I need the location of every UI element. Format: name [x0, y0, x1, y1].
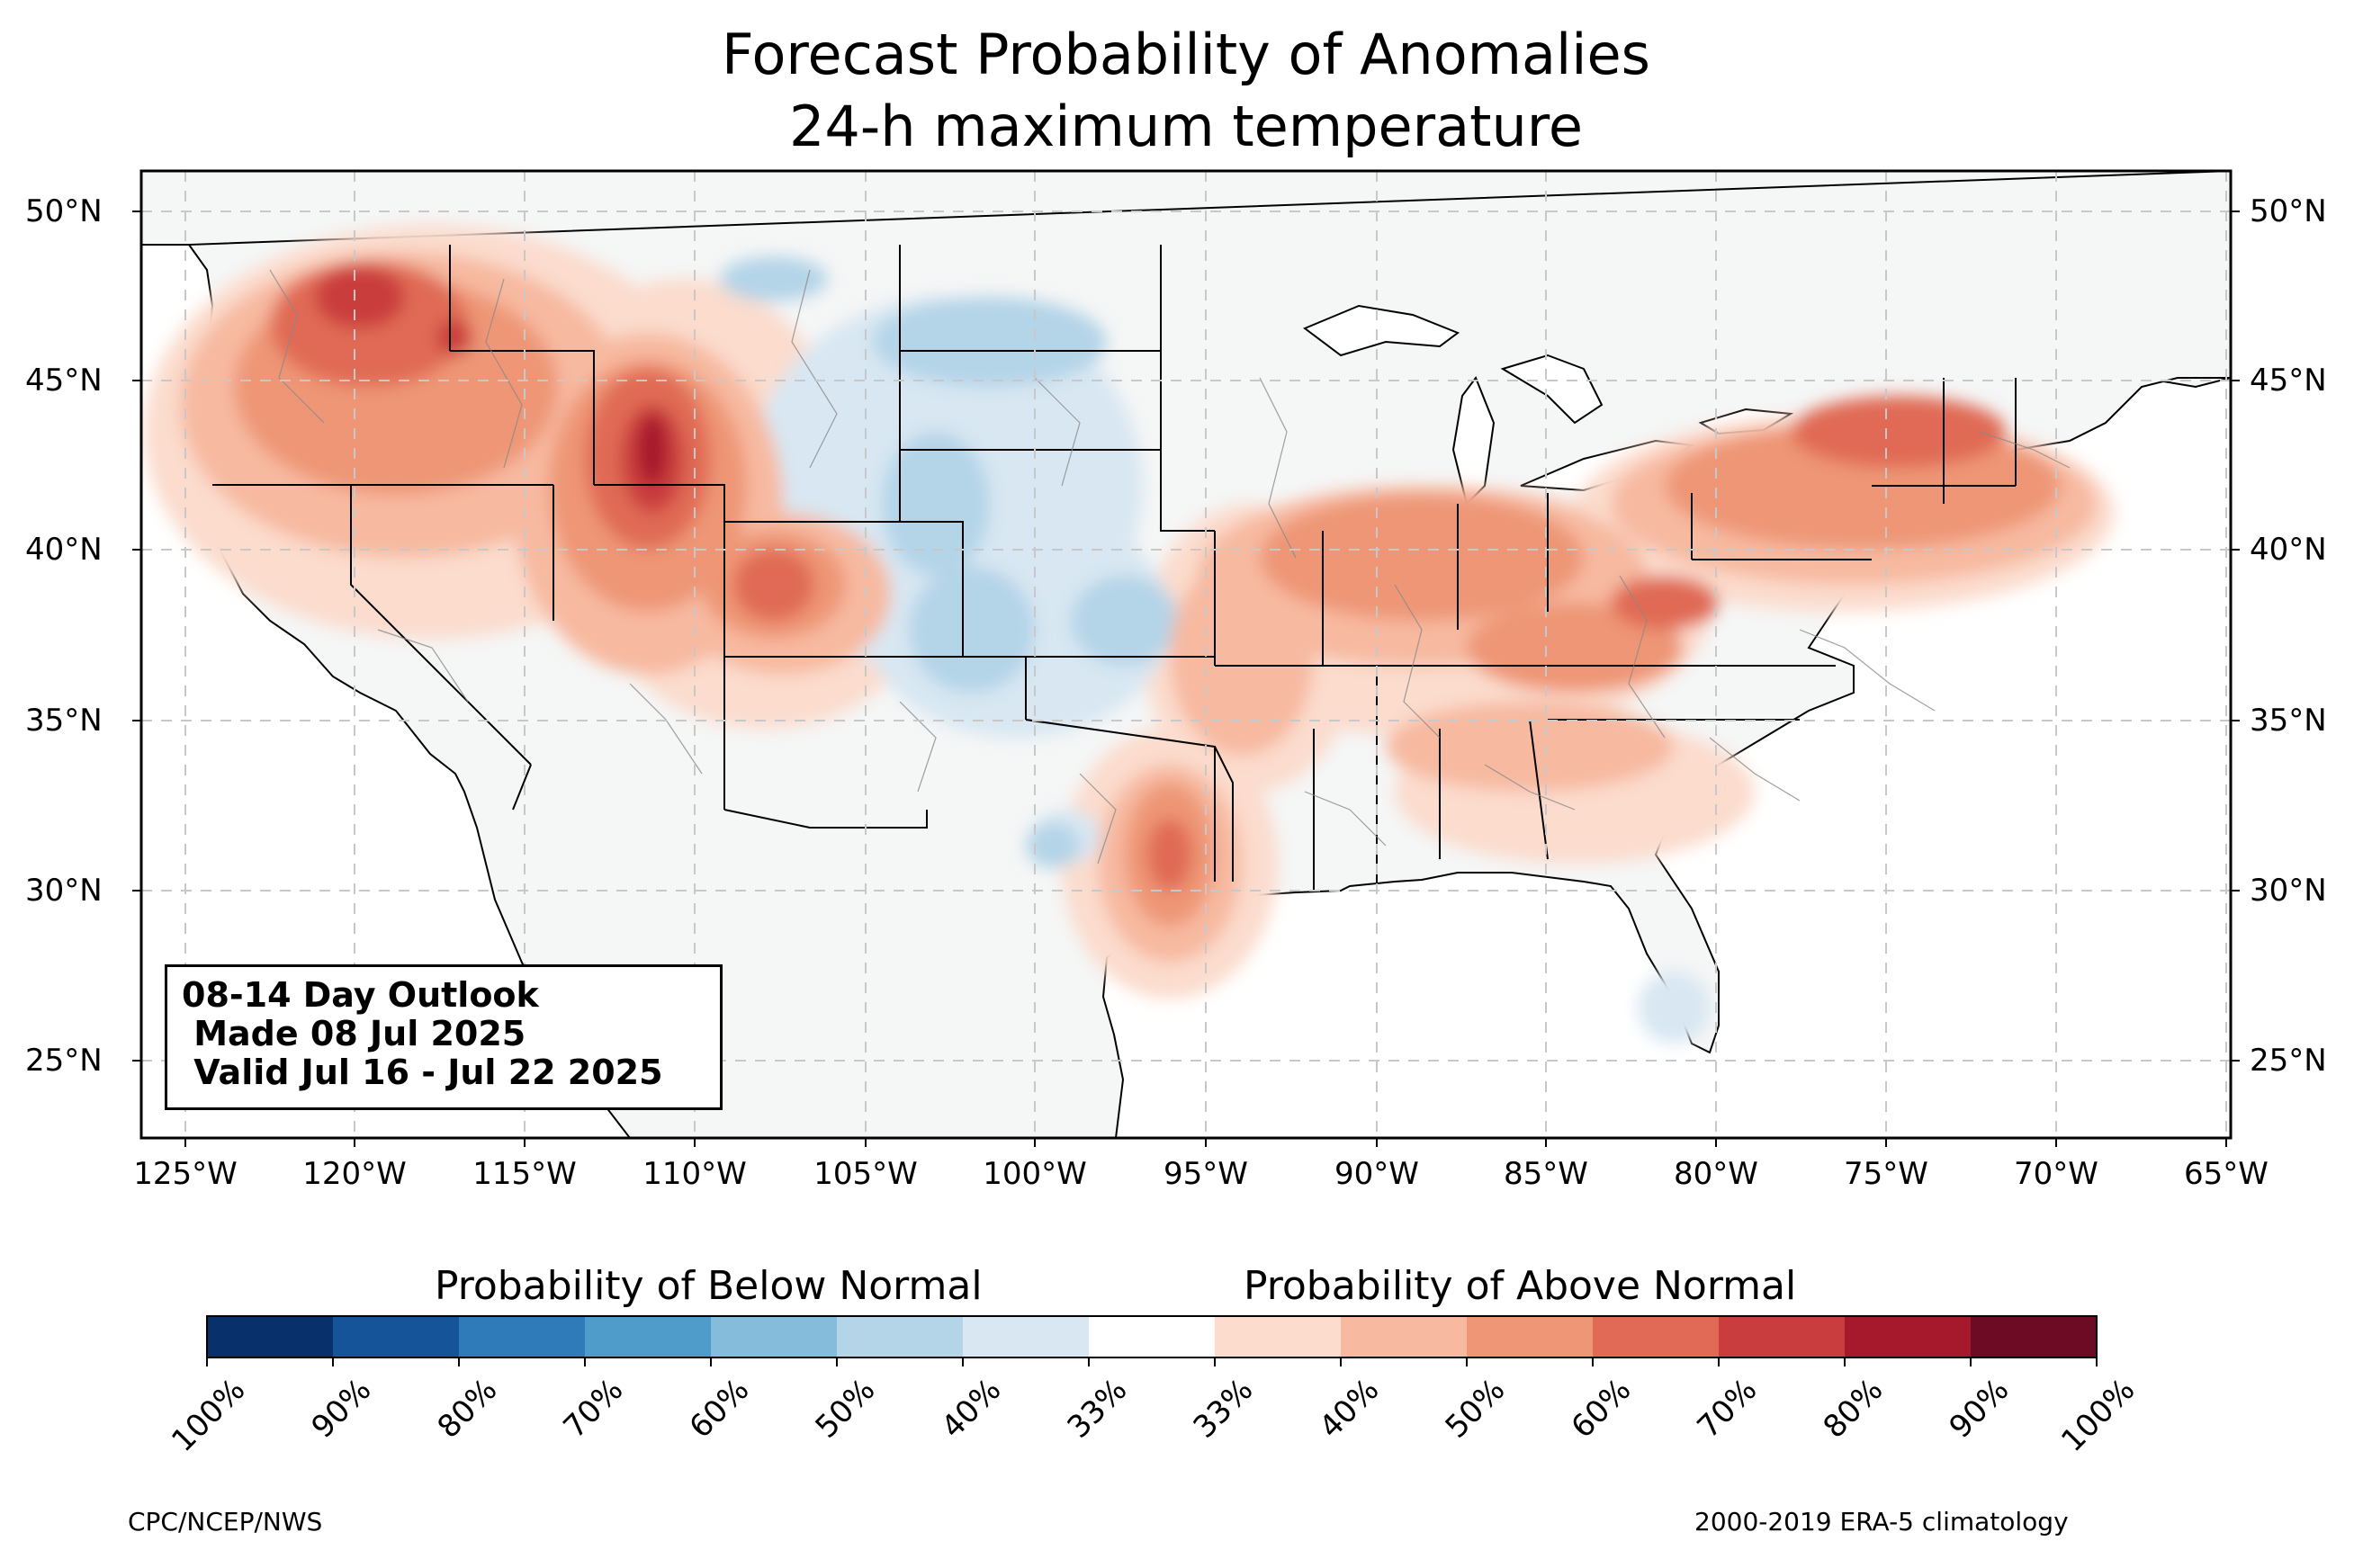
tick-marks — [132, 211, 2240, 1147]
lon-label: 95°W — [1164, 1156, 1248, 1192]
lat-label-right: 35°N — [2250, 703, 2327, 739]
map-area — [141, 171, 2231, 1138]
colorbar-segment — [1467, 1316, 1594, 1357]
legend-above-label: Probability of Above Normal — [1244, 1263, 1797, 1309]
colorbar-segment — [585, 1316, 712, 1357]
colorbar-segment — [1341, 1316, 1468, 1357]
lon-label: 90°W — [1334, 1156, 1419, 1192]
lon-label: 115°W — [472, 1156, 577, 1192]
state-borders — [212, 245, 2017, 891]
outlook-valid-range: Valid Jul 16 - Jul 22 2025 — [182, 1053, 663, 1092]
lat-label-right: 30°N — [2250, 873, 2327, 909]
probability-shading — [144, 225, 2115, 1044]
colorbar-segment — [711, 1316, 838, 1357]
legend-below-label: Probability of Below Normal — [435, 1263, 983, 1309]
colorbar — [207, 1316, 2098, 1357]
colorbar-frame — [206, 1315, 2098, 1358]
map-frame — [139, 169, 2233, 1140]
footer-climatology: 2000-2019 ERA-5 climatology — [1694, 1507, 2069, 1537]
lon-label: 100°W — [983, 1156, 1087, 1192]
chart-subtitle: 24-h maximum temperature — [788, 94, 1584, 159]
colorbar-ticks — [206, 1357, 2098, 1366]
lat-label-right: 25°N — [2250, 1043, 2327, 1079]
footer-source: CPC/NCEP/NWS — [128, 1507, 323, 1537]
outlook-title: 08-14 Day Outlook — [182, 975, 539, 1015]
outlook-made-date: Made 08 Jul 2025 — [182, 1014, 526, 1053]
lat-label-left: 50°N — [25, 193, 103, 229]
lon-label: 65°W — [2184, 1156, 2269, 1192]
colorbar-segment — [1845, 1316, 1972, 1357]
outlook-info-box: 08-14 Day Outlook Made 08 Jul 2025 Valid… — [165, 964, 723, 1110]
colorbar-segment — [963, 1316, 1090, 1357]
lat-label-left: 35°N — [25, 703, 103, 739]
lon-label: 75°W — [1844, 1156, 1928, 1192]
colorbar-segment — [837, 1316, 964, 1357]
lat-label-left: 30°N — [25, 873, 103, 909]
lat-label-left: 25°N — [25, 1043, 103, 1079]
lat-label-right: 50°N — [2250, 193, 2327, 229]
lon-label: 120°W — [302, 1156, 407, 1192]
lon-label: 85°W — [1504, 1156, 1588, 1192]
lat-label-left: 40°N — [25, 532, 103, 568]
great-lakes — [1303, 304, 1794, 506]
colorbar-segment — [1215, 1316, 1342, 1357]
colorbar-segment — [333, 1316, 460, 1357]
colorbar-segment — [1719, 1316, 1846, 1357]
colorbar-segment — [1971, 1316, 2098, 1357]
colorbar-segment — [1593, 1316, 1720, 1357]
below-40-50 — [720, 256, 1179, 868]
lon-label: 110°W — [642, 1156, 747, 1192]
lon-label: 80°W — [1674, 1156, 1758, 1192]
lat-label-right: 45°N — [2250, 363, 2327, 399]
colorbar-segment — [1089, 1316, 1216, 1357]
lon-label: 125°W — [133, 1156, 238, 1192]
colorbar-segment — [207, 1316, 334, 1357]
lat-label-left: 45°N — [25, 363, 103, 399]
lat-label-right: 40°N — [2250, 532, 2327, 568]
lon-label: 105°W — [813, 1156, 918, 1192]
colorbar-segment — [459, 1316, 586, 1357]
county-lines — [269, 269, 2071, 865]
chart-title: Forecast Probability of Anomalies — [722, 22, 1650, 87]
lon-label: 70°W — [2014, 1156, 2098, 1192]
above-80-90 — [638, 414, 667, 486]
gridlines — [141, 171, 2231, 1138]
